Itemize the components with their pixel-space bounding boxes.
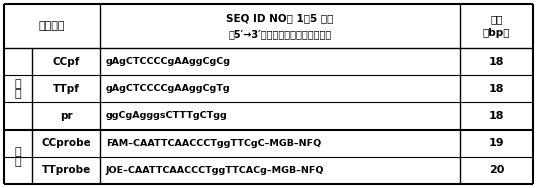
Text: CCprobe: CCprobe (41, 138, 91, 148)
Text: ggCgAgggsCTTTgCTgg: ggCgAgggsCTTTgCTgg (106, 111, 228, 121)
Text: 物: 物 (14, 89, 21, 99)
Text: JOE–CAATTCAACCCTggTTCACg–MGB–NFQ: JOE–CAATTCAACCCTggTTCACg–MGB–NFQ (106, 166, 324, 175)
Text: SEQ ID NO： 1～5 序列: SEQ ID NO： 1～5 序列 (226, 13, 333, 23)
Text: （bp）: （bp） (483, 28, 510, 38)
Text: 探: 探 (14, 147, 21, 157)
Text: 18: 18 (489, 84, 504, 94)
Text: 20: 20 (489, 165, 504, 175)
Text: TTpf: TTpf (53, 84, 79, 94)
Text: 针: 针 (14, 157, 21, 167)
Text: gAgCTCCCCgAAggCgCg: gAgCTCCCCgAAggCgCg (106, 57, 231, 66)
Text: 长度: 长度 (490, 14, 503, 24)
Text: TTprobe: TTprobe (41, 165, 91, 175)
Text: gAgCTCCCCgAAggCgTg: gAgCTCCCCgAAggCgTg (106, 84, 230, 93)
Text: 18: 18 (489, 111, 504, 121)
Text: 19: 19 (489, 138, 504, 148)
Text: 引物探针: 引物探针 (39, 21, 66, 31)
Text: pr: pr (60, 111, 72, 121)
Text: 引: 引 (14, 79, 21, 89)
Text: CCpf: CCpf (52, 57, 79, 67)
Text: 18: 18 (489, 57, 504, 67)
Text: FAM–CAATTCAACCCTggTTCgC–MGB–NFQ: FAM–CAATTCAACCCTggTTCgC–MGB–NFQ (106, 139, 321, 148)
Text: （5′→3′，包括探针荧光标记基团）: （5′→3′，包括探针荧光标记基团） (228, 29, 332, 39)
